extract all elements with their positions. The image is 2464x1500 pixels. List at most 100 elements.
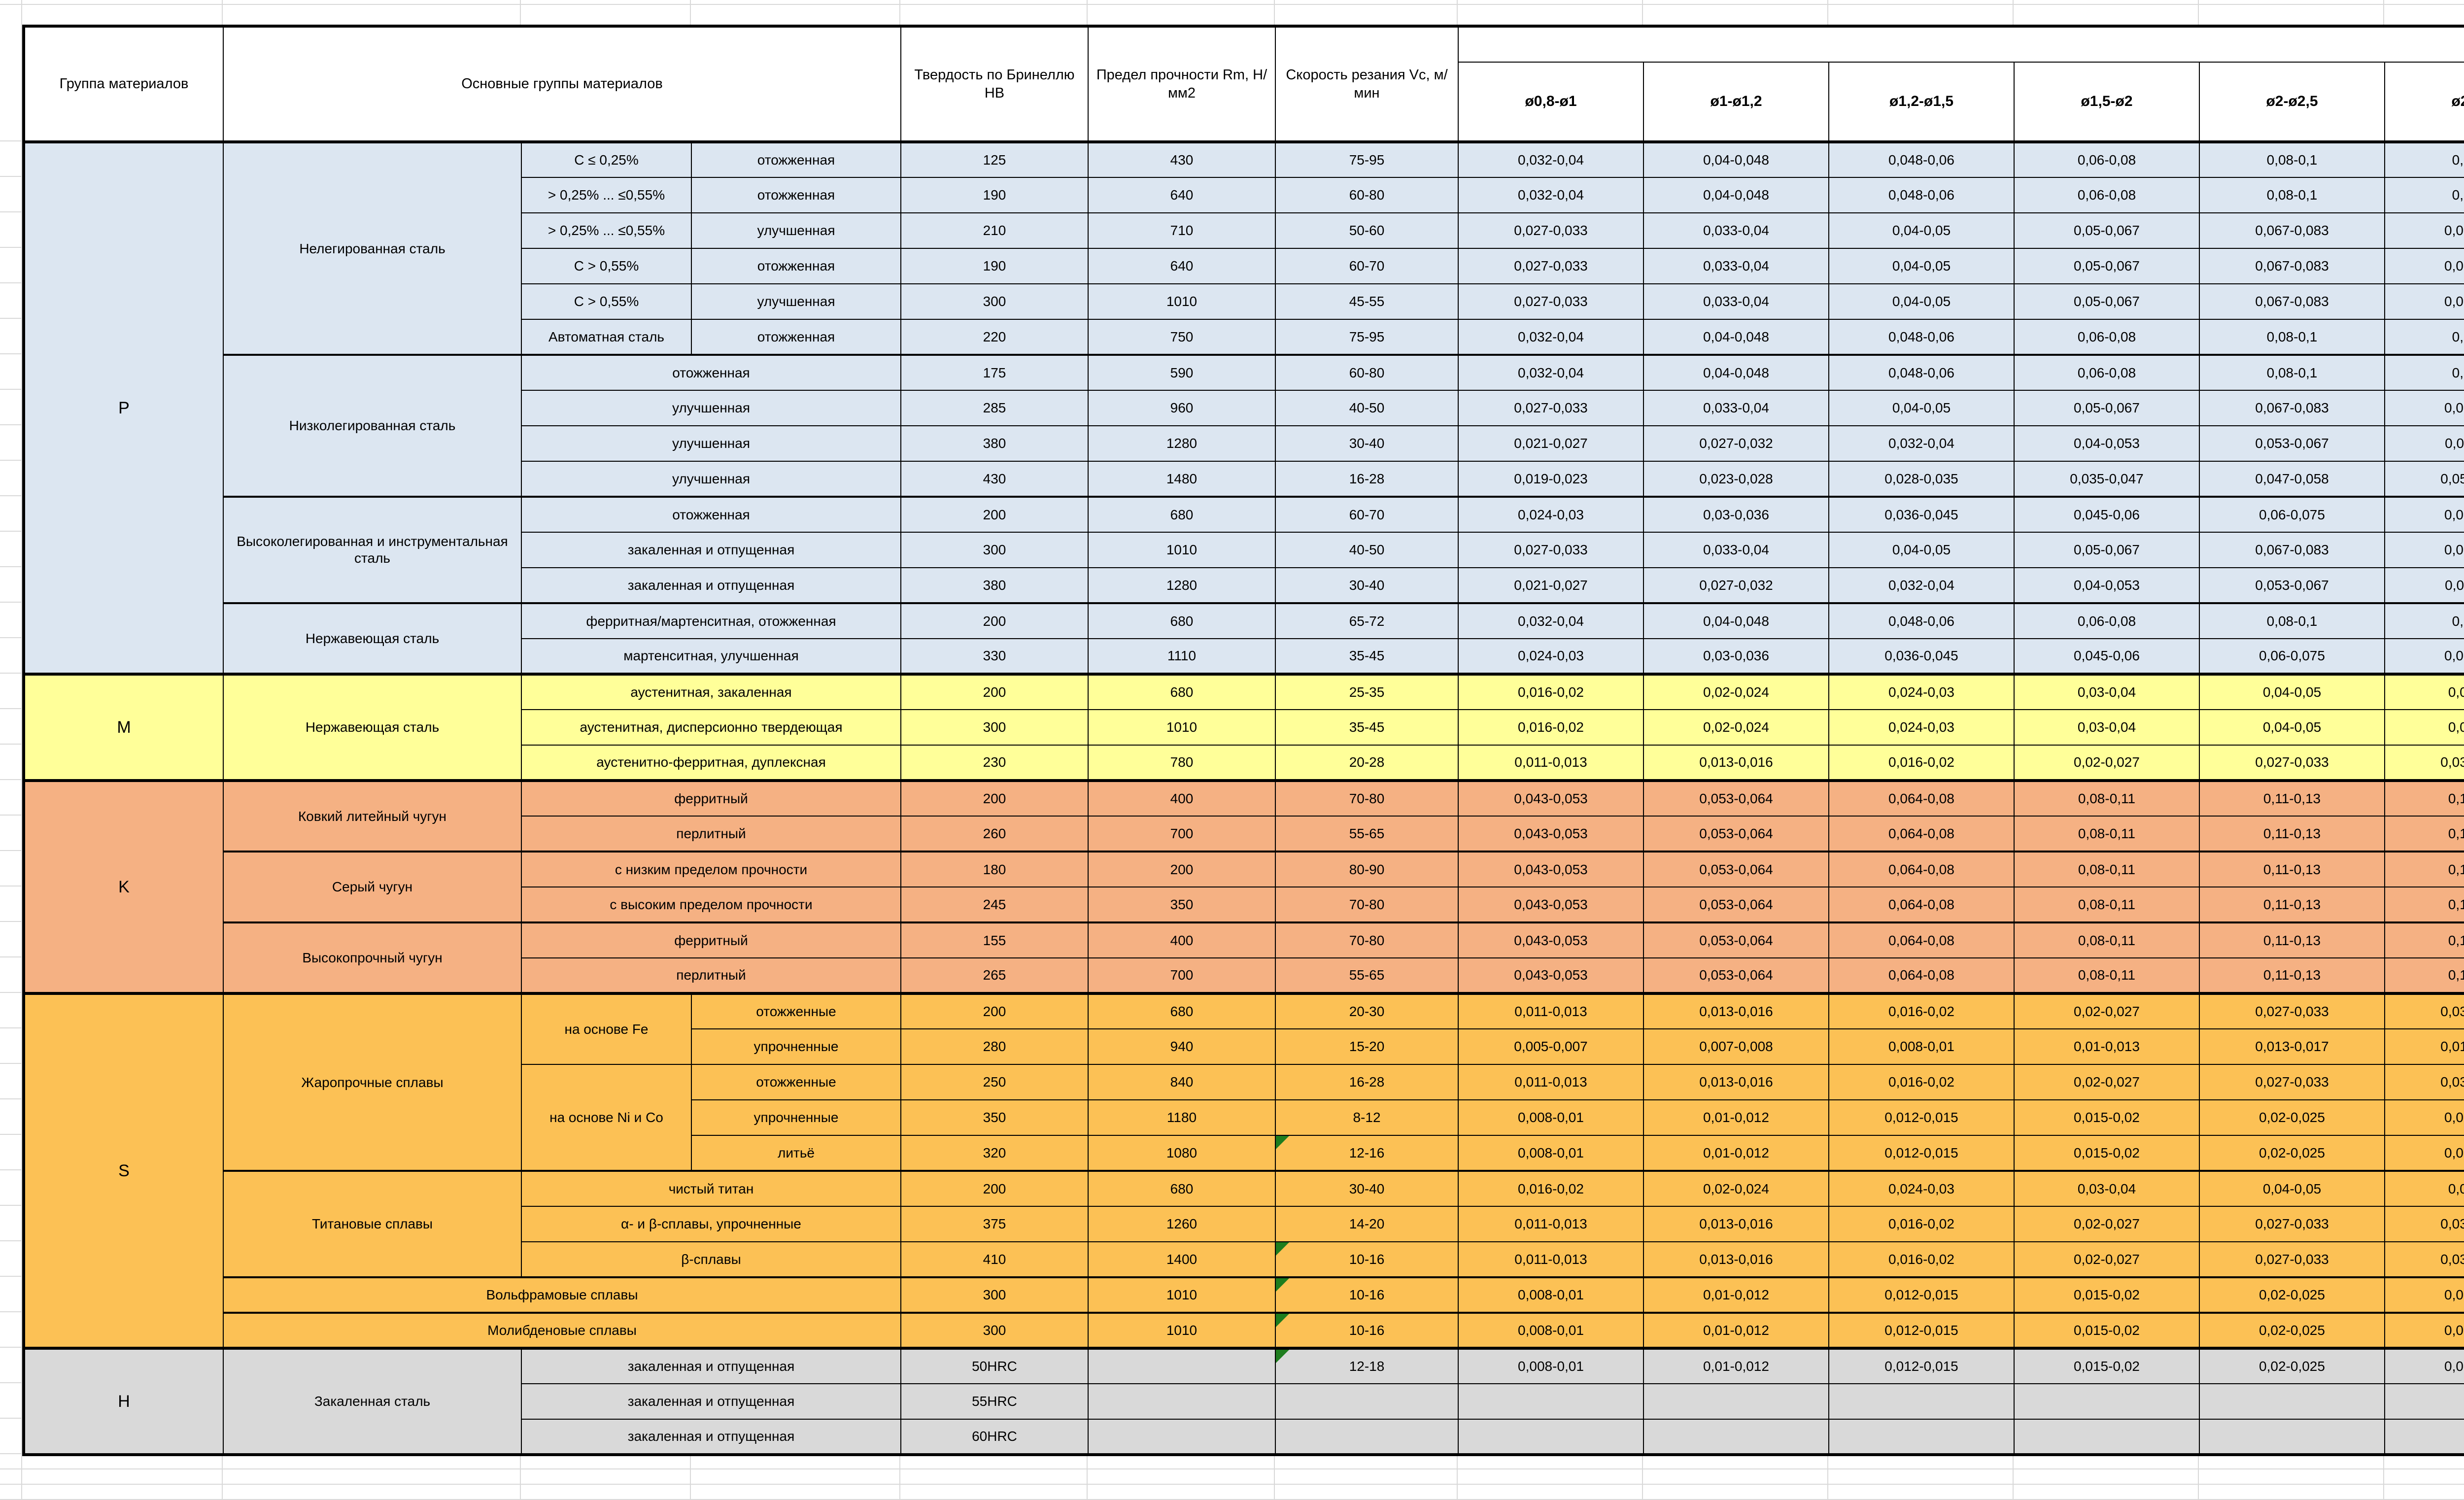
group-letter-cell[interactable]: K — [23, 779, 224, 994]
hardness-cell[interactable]: 125 — [900, 140, 1089, 178]
feed-cell[interactable]: 0,04-0,05 — [2199, 673, 2385, 710]
feed-cell[interactable]: 0,01-0,012 — [1643, 1347, 1829, 1384]
feed-cell[interactable]: 0,08-0,1 — [2199, 354, 2385, 391]
feed-cell[interactable]: 0,067-0,083 — [2199, 390, 2385, 426]
feed-cell[interactable]: 0,016-0,02 — [1458, 1170, 1644, 1207]
strength-cell[interactable]: 680 — [1088, 673, 1276, 710]
header-diameter-cell[interactable]: ø1,2-ø1,5 — [1828, 62, 2015, 143]
material-state-cell[interactable]: ферритная/мартенситная, отожженная — [521, 602, 901, 639]
hardness-cell[interactable]: 190 — [900, 177, 1089, 213]
feed-cell[interactable]: 0,03-0,036 — [1643, 638, 1829, 675]
feed-cell[interactable]: 0,047-0,058 — [2199, 461, 2385, 497]
feed-cell[interactable] — [2384, 1383, 2464, 1420]
feed-cell[interactable]: 0,05-0,08 — [2384, 673, 2464, 710]
material-state-cell[interactable]: улучшенная — [691, 212, 901, 249]
feed-cell[interactable]: 0,019-0,023 — [1458, 461, 1644, 497]
feed-cell[interactable]: 0,08-0,1 — [2199, 602, 2385, 639]
feed-cell[interactable]: 0,016-0,02 — [1828, 1206, 2015, 1242]
speed-cell[interactable]: 12-16 — [1275, 1135, 1459, 1171]
hardness-cell[interactable]: 200 — [900, 496, 1089, 533]
feed-cell[interactable]: 0,032-0,04 — [1458, 140, 1644, 178]
feed-cell[interactable]: 0,027-0,032 — [1643, 425, 1829, 462]
strength-cell[interactable]: 840 — [1088, 1064, 1276, 1100]
header-speed-cell[interactable]: Скорость резания Vc, м/мин — [1275, 26, 1459, 142]
feed-cell[interactable]: 0,083-0,13 — [2384, 390, 2464, 426]
feed-cell[interactable]: 0,008-0,01 — [1458, 1312, 1644, 1349]
hardness-cell[interactable]: 50HRC — [900, 1347, 1089, 1384]
feed-cell[interactable]: 0,048-0,06 — [1828, 177, 2015, 213]
hardness-cell[interactable]: 380 — [900, 567, 1089, 604]
feed-cell[interactable]: 0,03-0,04 — [2014, 673, 2200, 710]
feed-cell[interactable] — [1643, 1383, 1829, 1420]
hardness-cell[interactable]: 380 — [900, 425, 1089, 462]
feed-cell[interactable]: 0,01-0,013 — [2014, 1028, 2200, 1065]
material-state-cell[interactable]: отожженные — [691, 1064, 901, 1100]
feed-cell[interactable] — [1458, 1419, 1644, 1455]
hardness-cell[interactable]: 430 — [900, 461, 1089, 497]
feed-cell[interactable]: 0,083-0,13 — [2384, 248, 2464, 284]
feed-cell[interactable]: 0,04-0,048 — [1643, 140, 1829, 178]
hardness-cell[interactable]: 180 — [900, 851, 1089, 887]
feed-cell[interactable]: 0,05-0,067 — [2014, 532, 2200, 568]
feed-cell[interactable]: 0,013-0,016 — [1643, 745, 1829, 781]
feed-cell[interactable]: 0,015-0,02 — [2014, 1276, 2200, 1313]
feed-cell[interactable]: 0,04-0,05 — [1828, 248, 2015, 284]
strength-cell[interactable]: 1080 — [1088, 1135, 1276, 1171]
header-feed-group-cell[interactable]: Подача Fn, мм/об — [1458, 26, 2464, 63]
feed-cell[interactable]: 0,033-0,04 — [1643, 283, 1829, 320]
hardness-cell[interactable]: 220 — [900, 319, 1089, 355]
material-state-cell[interactable]: чистый титан — [521, 1170, 901, 1207]
feed-cell[interactable]: 0,1-0,16 — [2384, 177, 2464, 213]
speed-cell[interactable]: 70-80 — [1275, 921, 1459, 958]
strength-cell[interactable]: 640 — [1088, 177, 1276, 213]
material-state-cell[interactable]: ферритный — [521, 921, 901, 958]
hardness-cell[interactable]: 245 — [900, 886, 1089, 923]
feed-cell[interactable]: 0,064-0,08 — [1828, 851, 2015, 887]
strength-cell[interactable]: 1010 — [1088, 709, 1276, 746]
feed-cell[interactable]: 0,05-0,067 — [2014, 283, 2200, 320]
material-state-cell[interactable]: отожженная — [691, 177, 901, 213]
feed-cell[interactable]: 0,06-0,08 — [2014, 602, 2200, 639]
speed-cell[interactable]: 55-65 — [1275, 957, 1459, 994]
header-main-groups-cell[interactable]: Основные группы материалов — [223, 26, 901, 142]
material-subtype-cell[interactable]: на основе Ni и Co — [521, 1064, 692, 1171]
strength-cell[interactable]: 780 — [1088, 745, 1276, 781]
feed-cell[interactable]: 0,043-0,053 — [1458, 816, 1644, 852]
feed-cell[interactable]: 0,02-0,024 — [1643, 709, 1829, 746]
material-state-cell[interactable]: улучшенная — [521, 461, 901, 497]
feed-cell[interactable]: 0,05-0,067 — [2014, 248, 2200, 284]
feed-cell[interactable]: 0,025-0,04 — [2384, 1312, 2464, 1349]
speed-cell[interactable]: 45-55 — [1275, 283, 1459, 320]
material-state-cell[interactable]: отожженная — [691, 140, 901, 178]
feed-cell[interactable]: 0,02-0,027 — [2014, 1206, 2200, 1242]
material-state-cell[interactable]: закаленная и отпущенная — [521, 1383, 901, 1420]
feed-cell[interactable]: 0,04-0,05 — [2199, 1170, 2385, 1207]
speed-cell[interactable]: 75-95 — [1275, 319, 1459, 355]
speed-cell[interactable]: 10-16 — [1275, 1241, 1459, 1278]
feed-cell[interactable]: 0,06-0,08 — [2014, 319, 2200, 355]
feed-cell[interactable]: 0,017-0,027 — [2384, 1028, 2464, 1065]
feed-cell[interactable]: 0,04-0,048 — [1643, 319, 1829, 355]
feed-cell[interactable]: 0,1-0,16 — [2384, 319, 2464, 355]
speed-cell[interactable]: 40-50 — [1275, 532, 1459, 568]
material-state-cell[interactable]: отожженная — [521, 354, 901, 391]
feed-cell[interactable]: 0,053-0,067 — [2199, 567, 2385, 604]
feed-cell[interactable]: 0,025-0,04 — [2384, 1347, 2464, 1384]
feed-cell[interactable]: 0,027-0,033 — [1458, 532, 1644, 568]
strength-cell[interactable]: 1280 — [1088, 425, 1276, 462]
feed-cell[interactable]: 0,027-0,032 — [1643, 567, 1829, 604]
hardness-cell[interactable]: 300 — [900, 709, 1089, 746]
hardness-cell[interactable]: 265 — [900, 957, 1089, 994]
hardness-cell[interactable]: 230 — [900, 745, 1089, 781]
feed-cell[interactable]: 0,04-0,053 — [2014, 567, 2200, 604]
speed-cell[interactable]: 15-20 — [1275, 1028, 1459, 1065]
feed-cell[interactable]: 0,03-0,036 — [1643, 496, 1829, 533]
speed-cell[interactable]: 12-18 — [1275, 1347, 1459, 1384]
feed-cell[interactable]: 0,027-0,033 — [1458, 390, 1644, 426]
speed-cell[interactable]: 30-40 — [1275, 425, 1459, 462]
feed-cell[interactable]: 0,04-0,05 — [1828, 532, 2015, 568]
feed-cell[interactable]: 0,013-0,016 — [1643, 1064, 1829, 1100]
family-name-cell[interactable]: Титановые сплавы — [223, 1170, 522, 1278]
feed-cell[interactable]: 0,024-0,03 — [1458, 638, 1644, 675]
header-diameter-cell[interactable]: ø1-ø1,2 — [1643, 62, 1829, 143]
